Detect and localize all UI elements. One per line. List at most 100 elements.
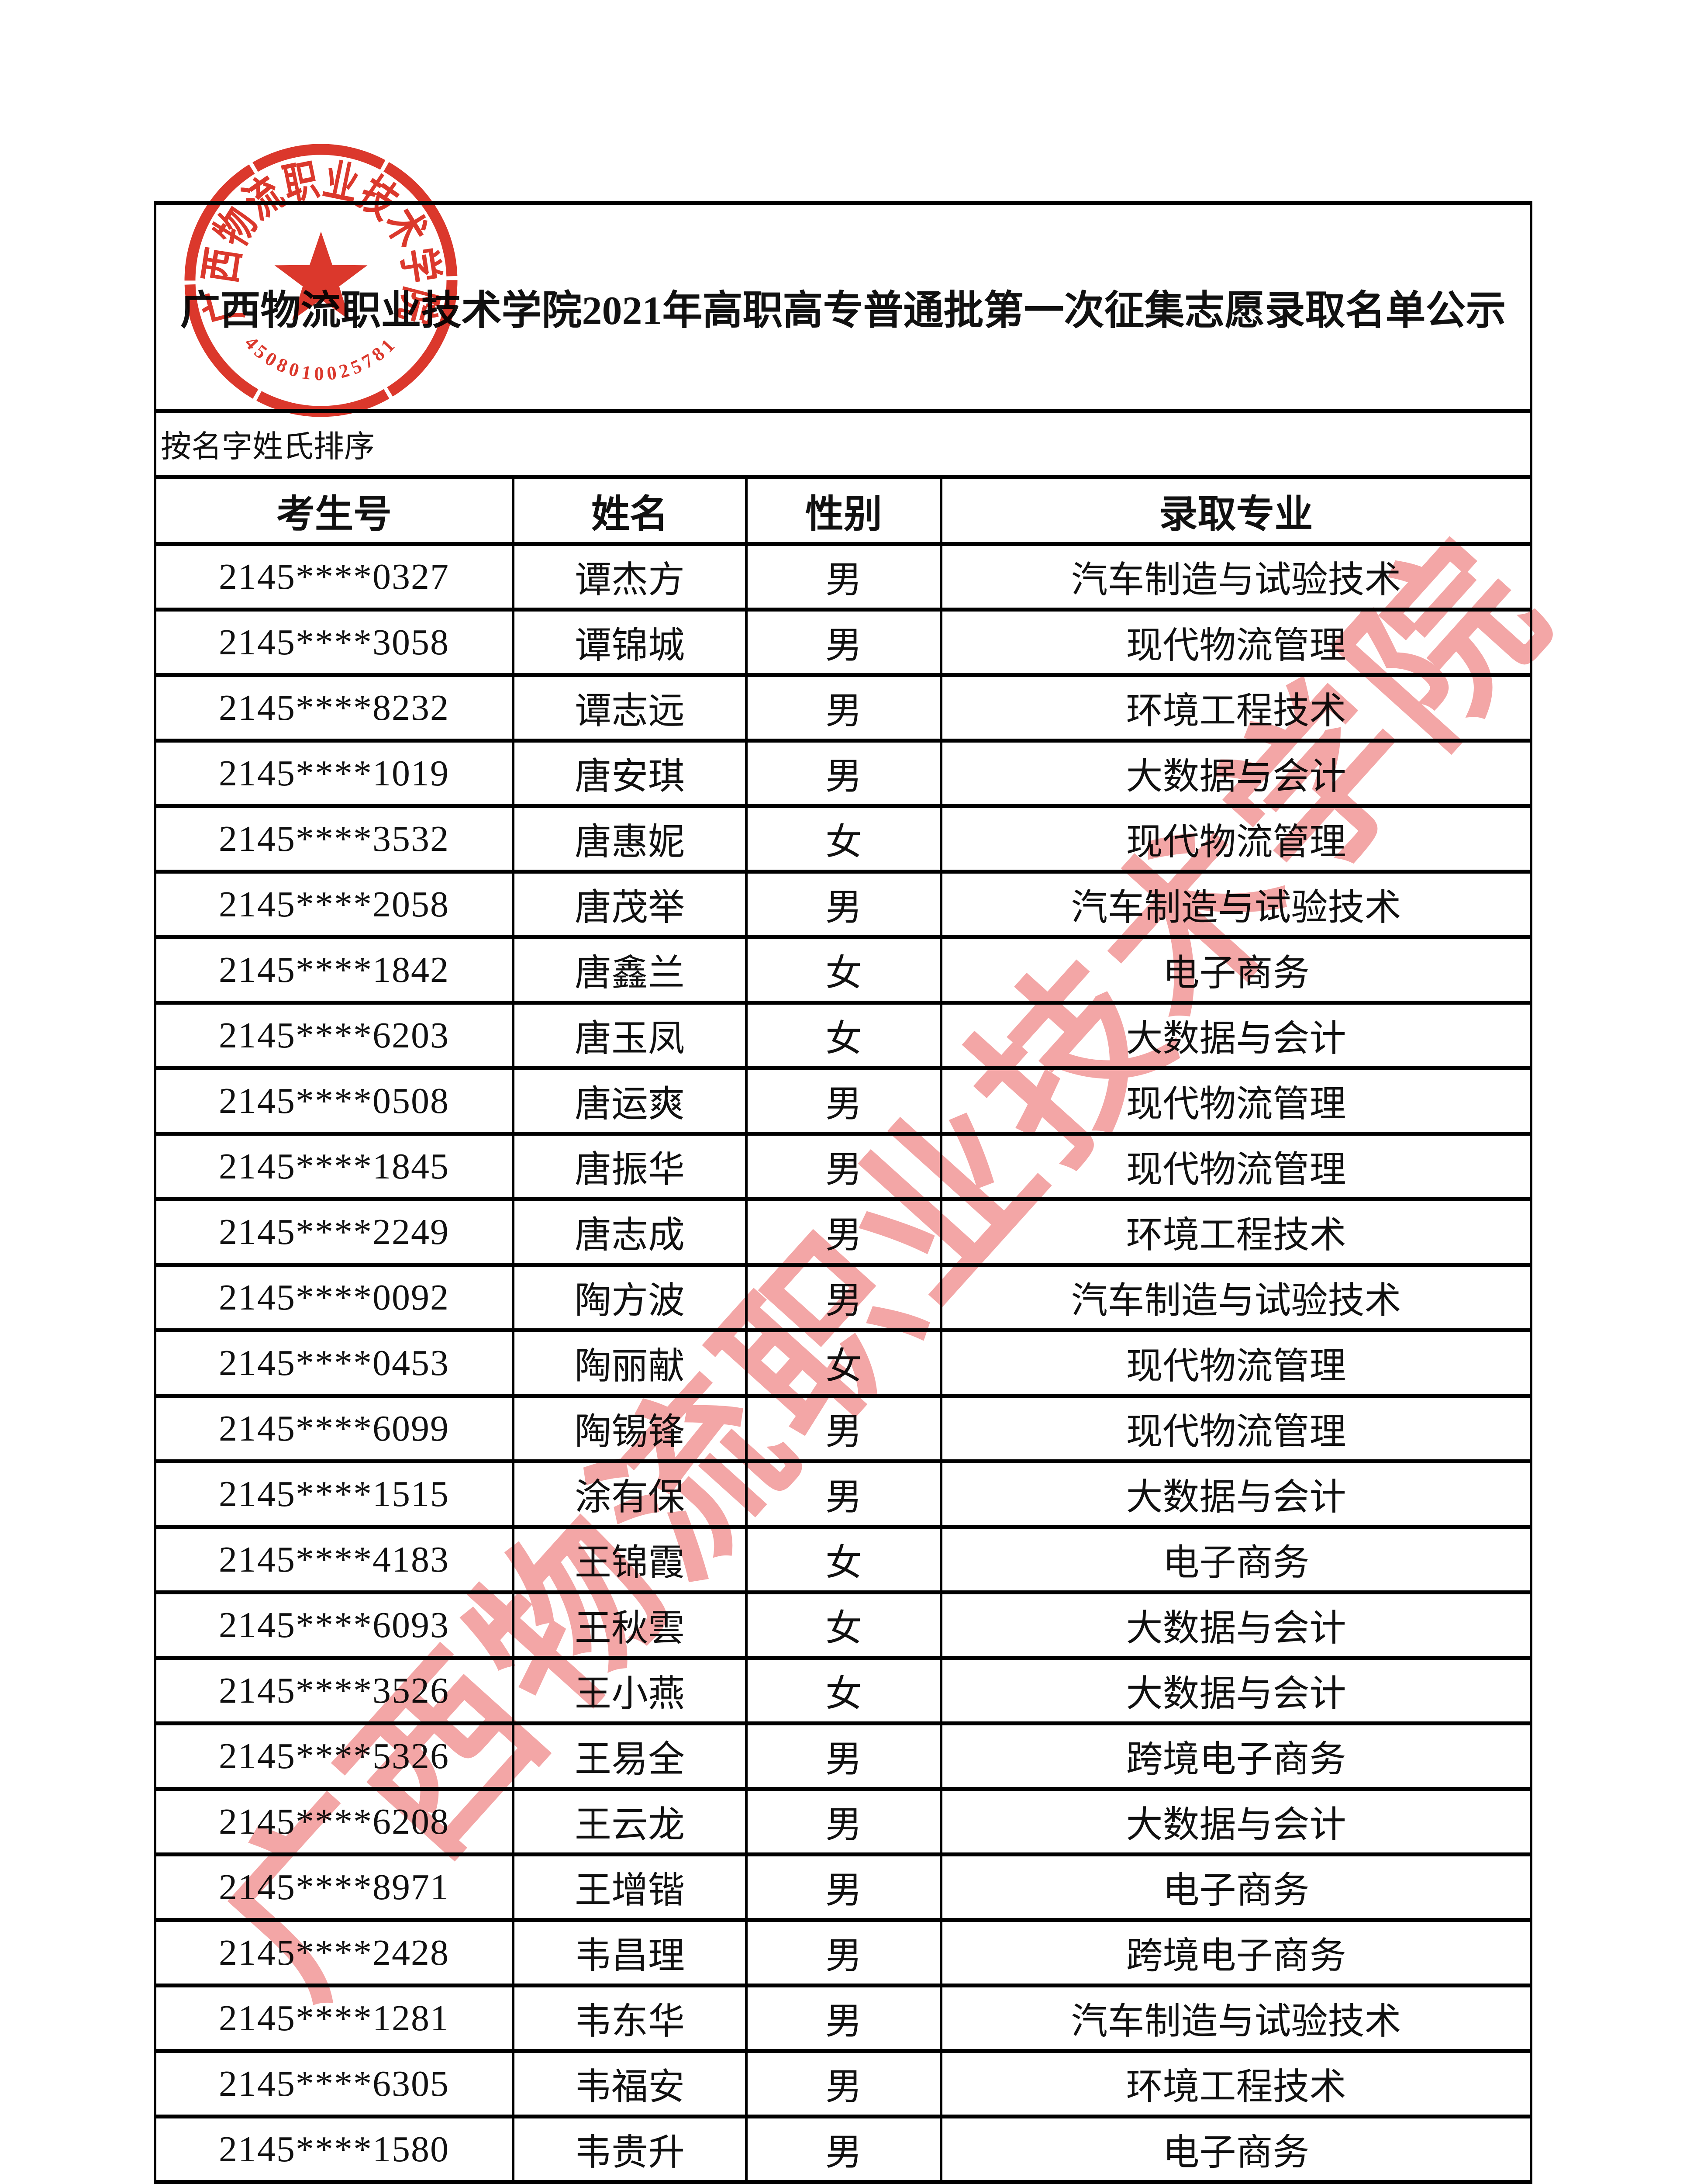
admitted-major: 现代物流管理 [939,1394,1533,1463]
table-row: 2145****5326 王易全 男 跨境电子商务 [154,1721,1533,1791]
student-name: 王锦霞 [512,1525,748,1594]
table-row: 2145****8232 谭志远 男 环境工程技术 [154,673,1533,743]
admitted-major: 现代物流管理 [939,1328,1533,1398]
table-row: 2145****2058 唐茂举 男 汽车制造与试验技术 [154,870,1533,939]
header-candidate-id: 考生号 [154,475,514,546]
candidate-id: 2145****1845 [154,1132,514,1201]
table-body: 广西物流职业技术学院2021年高职高专普通批第一次征集志愿录取名单公示 按名字姓… [153,201,1533,2184]
candidate-id: 2145****0092 [154,1263,514,1332]
gender: 女 [745,1525,942,1594]
table-header-row: 考生号 姓名 性别 录取专业 [154,475,1533,546]
candidate-id: 2145****6208 [154,1787,514,1856]
candidate-id: 2145****6305 [154,2049,514,2118]
table-row: 2145****6099 陶锡锋 男 现代物流管理 [154,1394,1533,1463]
admitted-major: 环境工程技术 [939,673,1533,743]
table-row: 2145****0508 唐运爽 男 现代物流管理 [154,1066,1533,1136]
sort-note: 按名字姓氏排序 [153,409,1533,479]
gender: 男 [745,1984,942,2053]
admitted-major: 电子商务 [939,2180,1533,2184]
gender: 男 [745,1918,942,1987]
student-name: 唐惠妮 [512,804,748,874]
student-name: 唐运爽 [512,1066,748,1136]
student-name: 谭锦城 [512,608,748,677]
gender: 女 [745,1590,942,1660]
table-row: 2145****6203 唐玉凤 女 大数据与会计 [154,1001,1533,1070]
table-row: 2145****3532 唐惠妮 女 现代物流管理 [154,804,1533,874]
student-name: 涂有保 [512,1459,748,1529]
student-name: 唐振华 [512,1132,748,1201]
candidate-id: 2145****1842 [154,935,514,1005]
admitted-major: 大数据与会计 [939,1001,1533,1070]
admitted-major: 汽车制造与试验技术 [939,1263,1533,1332]
candidate-id: 2145****6203 [154,1001,514,1070]
admitted-major: 电子商务 [939,2115,1533,2184]
candidate-id: 2145****0453 [154,1328,514,1398]
table-row: 2145****4183 王锦霞 女 电子商务 [154,1525,1533,1594]
candidate-id: 2145****4183 [154,1525,514,1594]
admitted-major: 现代物流管理 [939,1066,1533,1136]
table-row: 2145****6093 王秋雲 女 大数据与会计 [154,1590,1533,1660]
subtitle-row: 按名字姓氏排序 [153,409,1533,479]
gender: 男 [745,1394,942,1463]
admitted-major: 现代物流管理 [939,608,1533,677]
gender: 男 [745,1721,942,1791]
admitted-major: 大数据与会计 [939,1787,1533,1856]
candidate-id: 2145****3532 [154,804,514,874]
candidate-id: 2145****0327 [154,542,514,612]
table-row: 2145****3526 王小燕 女 大数据与会计 [154,1656,1533,1725]
student-name: 王秋雲 [512,1590,748,1660]
admitted-major: 跨境电子商务 [939,1721,1533,1791]
gender: 男 [745,608,942,677]
student-name: 韦贵升 [512,2115,748,2184]
table-row: 2145****1515 涂有保 男 大数据与会计 [154,1459,1533,1529]
admitted-major: 大数据与会计 [939,1459,1533,1529]
table-row: 2145****1845 唐振华 男 现代物流管理 [154,1132,1533,1201]
admitted-major: 大数据与会计 [939,1590,1533,1660]
gender: 男 [745,542,942,612]
table-row: 2145****1580 韦贵升 男 电子商务 [154,2115,1533,2184]
candidate-id: 2145****3526 [154,1656,514,1725]
table-row: 2145****1842 唐鑫兰 女 电子商务 [154,935,1533,1005]
candidate-id: 2145****1281 [154,1984,514,2053]
admitted-major: 现代物流管理 [939,1132,1533,1201]
gender: 男 [745,1459,942,1529]
header-gender: 性别 [745,475,942,546]
admitted-major: 电子商务 [939,1852,1533,1922]
student-name: 韦东华 [512,1984,748,2053]
admitted-major: 环境工程技术 [939,1197,1533,1267]
gender: 男 [745,1132,942,1201]
table-row: 2145****0684 韦焕楠 男 电子商务 [154,2180,1533,2184]
table-row: 2145****1281 韦东华 男 汽车制造与试验技术 [154,1984,1533,2053]
table-row: 2145****2428 韦昌理 男 跨境电子商务 [154,1918,1533,1987]
admission-list-table: 广西物流职业技术学院2021年高职高专普通批第一次征集志愿录取名单公示 按名字姓… [153,201,1533,2184]
gender: 男 [745,1787,942,1856]
gender: 男 [745,1197,942,1267]
candidate-id: 2145****8971 [154,1852,514,1922]
student-name: 唐玉凤 [512,1001,748,1070]
student-name: 谭杰方 [512,542,748,612]
gender: 男 [745,673,942,743]
student-name: 唐安琪 [512,739,748,808]
admitted-major: 环境工程技术 [939,2049,1533,2118]
gender: 男 [745,870,942,939]
candidate-id: 2145****0684 [154,2180,514,2184]
candidate-id: 2145****2249 [154,1197,514,1267]
student-name: 唐志成 [512,1197,748,1267]
student-name: 谭志远 [512,673,748,743]
gender: 女 [745,1656,942,1725]
gender: 女 [745,1001,942,1070]
page-title: 广西物流职业技术学院2021年高职高专普通批第一次征集志愿录取名单公示 [153,201,1533,413]
table-row: 2145****0092 陶方波 男 汽车制造与试验技术 [154,1263,1533,1332]
student-name: 王云龙 [512,1787,748,1856]
gender: 女 [745,804,942,874]
candidate-id: 2145****6099 [154,1394,514,1463]
student-name: 韦福安 [512,2049,748,2118]
admitted-major: 大数据与会计 [939,1656,1533,1725]
student-name: 唐茂举 [512,870,748,939]
candidate-id: 2145****5326 [154,1721,514,1791]
header-name: 姓名 [512,475,748,546]
candidate-id: 2145****3058 [154,608,514,677]
table-row: 2145****3058 谭锦城 男 现代物流管理 [154,608,1533,677]
gender: 女 [745,935,942,1005]
student-name: 陶丽献 [512,1328,748,1398]
